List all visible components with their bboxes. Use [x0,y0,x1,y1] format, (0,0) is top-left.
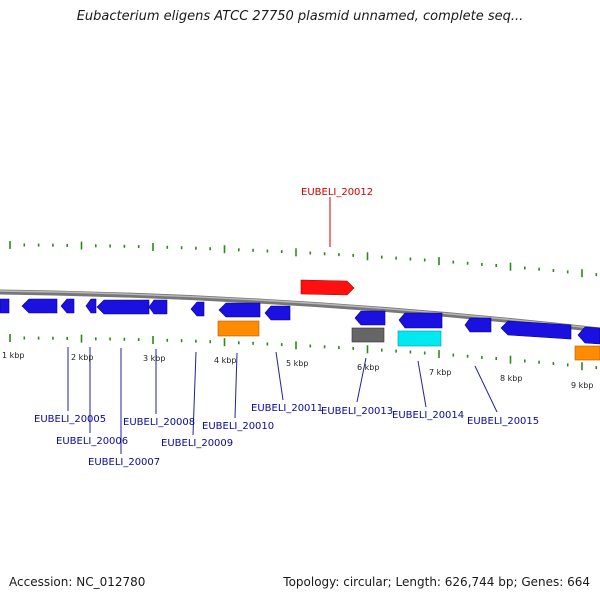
gene-arrow[interactable] [398,312,443,329]
kbp-label: 7 kbp [429,368,451,377]
kbp-label: 4 kbp [214,356,236,365]
gene-features [0,279,600,361]
gene-label[interactable]: EUBELI_20006 [56,436,128,447]
gene-cyan[interactable] [397,330,442,347]
gene-arrow[interactable] [464,317,492,333]
kbp-label: 2 kbp [71,353,93,362]
gene-label[interactable]: EUBELI_20015 [467,416,539,427]
gene-label[interactable]: EUBELI_20008 [123,417,195,428]
gene-orange[interactable] [217,320,260,337]
gene-arrow[interactable] [500,320,572,340]
kbp-label: 5 kbp [286,359,308,368]
kbp-label: 1 kbp [2,351,24,360]
topology-summary: Topology: circular; Length: 626,744 bp; … [283,575,590,589]
gene-label-highlight[interactable]: EUBELI_20012 [301,187,373,198]
kbp-label: 8 kbp [500,374,522,383]
kbp-label: 6 kbp [357,363,379,372]
gene-arrow[interactable] [85,298,97,314]
gene-label[interactable]: EUBELI_20010 [202,421,274,432]
plasmid-backbone [0,289,600,333]
gene-arrow[interactable] [577,326,600,345]
gene-arrow[interactable] [0,298,10,314]
kbp-label: 9 kbp [571,381,593,390]
gene-label[interactable]: EUBELI_20005 [34,414,106,425]
gene-arrow[interactable] [264,305,291,321]
inner-tick-row [9,334,598,371]
map-title: Eubacterium eligens ATCC 27750 plasmid u… [76,9,524,24]
gene-label[interactable]: EUBELI_20014 [392,410,464,421]
kbp-labels: 1 kbp 2 kbp 3 kbp 4 kbp 5 kbp 6 kbp 7 kb… [2,351,593,390]
gene-orange[interactable] [574,345,600,361]
gene-label[interactable]: EUBELI_20007 [88,457,160,468]
gene-label[interactable]: EUBELI_20011 [251,403,323,414]
gene-arrow[interactable] [60,298,75,314]
gene-label[interactable]: EUBELI_20013 [321,406,393,417]
gene-gray[interactable] [351,327,385,343]
label-leader-lines [67,197,498,454]
gene-arrow[interactable] [218,302,261,318]
gene-labels: EUBELI_20005 EUBELI_20006 EUBELI_20007 E… [34,187,539,468]
gene-arrow[interactable] [354,310,386,326]
gene-eubeli-20012[interactable] [300,279,355,296]
accession-text: Accession: NC_012780 [9,575,146,589]
gene-arrow[interactable] [148,299,168,315]
gene-arrow[interactable] [21,298,58,314]
gene-label[interactable]: EUBELI_20009 [161,438,233,449]
gene-arrow[interactable] [96,299,150,315]
plasmid-backbone-highlight [0,290,600,330]
gene-arrow[interactable] [190,301,205,317]
kbp-label: 3 kbp [143,354,165,363]
outer-tick-row [9,241,598,278]
